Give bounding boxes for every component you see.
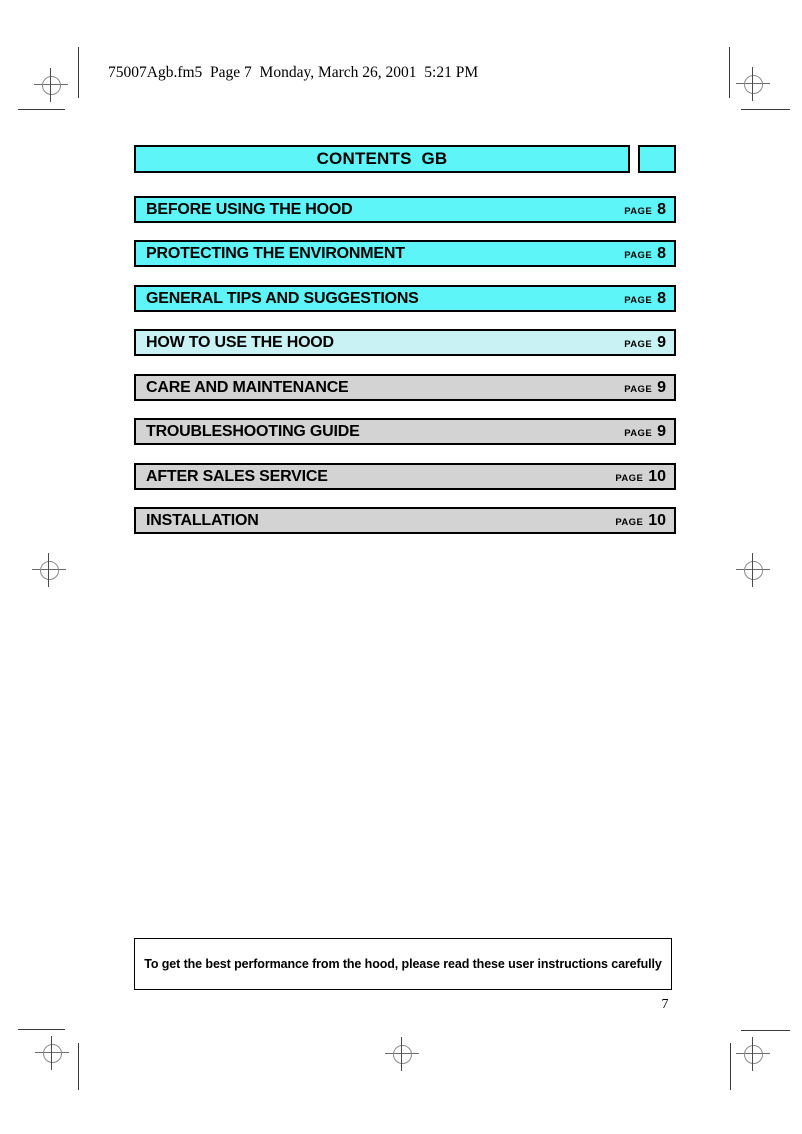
registration-circle [392,1044,412,1064]
toc-page-ref: PAGE 10 [615,468,666,486]
crop-mark-bottom-left-horizontal [18,1029,65,1030]
toc-entry-title: GENERAL TIPS AND SUGGESTIONS [146,289,419,307]
toc-page-label: PAGE [624,338,653,350]
toc-entry-title: CARE AND MAINTENANCE [146,378,349,396]
toc-page-ref: PAGE 10 [615,512,666,530]
toc-page-ref: PAGE 9 [624,379,666,397]
page-number: 7 [661,997,669,1012]
toc-page-label: PAGE [624,205,653,217]
registration-mark-icon [35,1036,69,1070]
toc-row: AFTER SALES SERVICE PAGE 10 [134,463,676,490]
registration-mark-icon [32,553,66,587]
toc-page-label: PAGE [624,427,653,439]
toc-page-number: 8 [657,244,666,262]
registration-circle [743,1044,763,1064]
toc-row: INSTALLATION PAGE 10 [134,507,676,534]
registration-circle [41,75,61,95]
toc-row: GENERAL TIPS AND SUGGESTIONS PAGE 8 [134,285,676,312]
registration-mark-icon [736,67,770,101]
crop-mark-top-left-vertical [78,47,79,98]
toc-row: PROTECTING THE ENVIRONMENT PAGE 8 [134,240,676,267]
registration-circle [39,560,59,580]
registration-circle [743,560,763,580]
toc-page-ref: PAGE 8 [624,245,666,263]
toc-row: HOW TO USE THE HOOD PAGE 9 [134,329,676,356]
toc-page-ref: PAGE 8 [624,201,666,219]
reader-note-text: To get the best performance from the hoo… [144,957,662,971]
document-header-line: 75007Agb.fm5 Page 7 Monday, March 26, 20… [108,64,479,81]
toc-page-number: 9 [657,422,666,440]
toc-page-ref: PAGE 9 [624,423,666,441]
toc-entry-title: BEFORE USING THE HOOD [146,200,353,218]
crop-mark-bottom-left-vertical [78,1043,79,1090]
toc-page-number: 10 [648,511,666,529]
contents-title: CONTENTS GB [316,149,448,168]
toc-entry-title: TROUBLESHOOTING GUIDE [146,422,360,440]
toc-page-number: 8 [657,289,666,307]
contents-title-bar: CONTENTS GB [134,145,630,173]
crop-mark-top-right-horizontal [741,109,790,110]
toc-page-label: PAGE [624,383,653,395]
toc-entry-title: INSTALLATION [146,511,259,529]
reader-note-box: To get the best performance from the hoo… [134,938,672,990]
toc-row: CARE AND MAINTENANCE PAGE 9 [134,374,676,401]
registration-mark-icon [736,1037,770,1071]
crop-mark-bottom-right-vertical [730,1043,731,1090]
registration-mark-icon [34,68,68,102]
toc-page-ref: PAGE 9 [624,334,666,352]
toc-page-number: 8 [657,200,666,218]
crop-mark-bottom-right-horizontal [741,1030,790,1031]
toc-row: BEFORE USING THE HOOD PAGE 8 [134,196,676,223]
registration-mark-icon [736,553,770,587]
crop-mark-top-right-vertical [729,47,730,98]
toc-page-label: PAGE [624,294,653,306]
toc-entry-title: HOW TO USE THE HOOD [146,333,334,351]
toc-page-label: PAGE [624,249,653,261]
toc-entry-title: AFTER SALES SERVICE [146,467,328,485]
registration-circle [743,74,763,94]
toc-page-number: 9 [657,378,666,396]
language-marker-box [638,145,676,173]
registration-circle [42,1043,62,1063]
toc-page-number: 9 [657,333,666,351]
toc-page-ref: PAGE 8 [624,290,666,308]
toc-page-label: PAGE [615,516,644,528]
toc-entry-title: PROTECTING THE ENVIRONMENT [146,244,405,262]
toc-row: TROUBLESHOOTING GUIDE PAGE 9 [134,418,676,445]
toc-page-number: 10 [648,467,666,485]
registration-mark-icon [385,1037,419,1071]
toc-page-label: PAGE [615,472,644,484]
crop-mark-top-left-horizontal [18,109,65,110]
